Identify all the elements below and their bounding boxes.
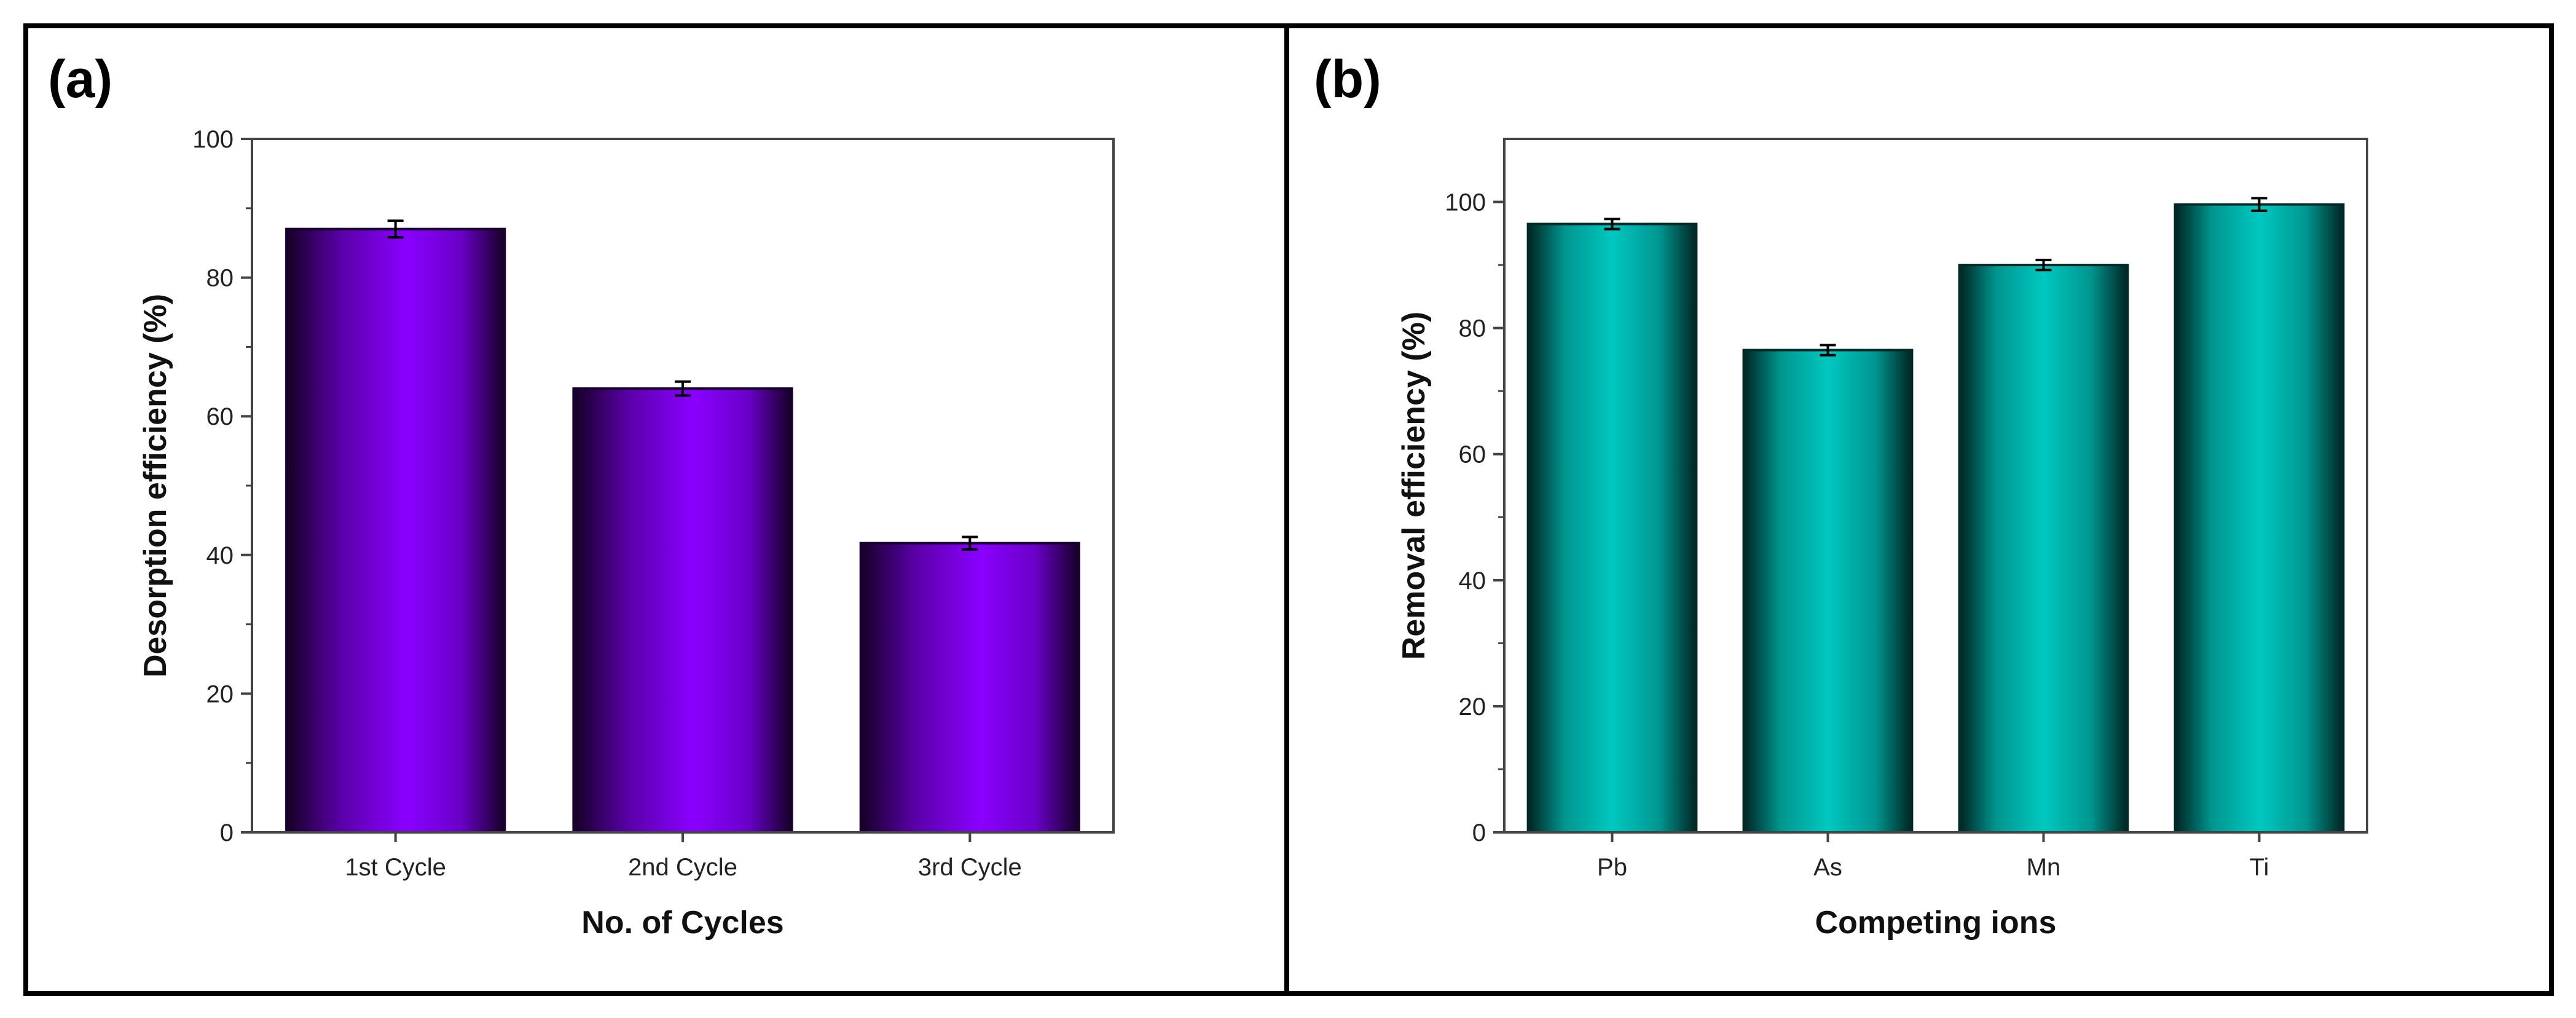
- x-tick-label: Ti: [2250, 854, 2269, 881]
- y-tick-label: 0: [220, 819, 234, 846]
- panel-b-xlabel: Competing ions: [1815, 905, 2057, 941]
- panel-a-errorbars: [387, 219, 978, 551]
- y-tick-label: 60: [1459, 441, 1486, 468]
- y-tick-label: 80: [1459, 315, 1486, 342]
- bar-3rd-cycle: [859, 542, 1080, 834]
- panel-a-label: (a): [48, 50, 112, 109]
- panel-b-plot-frame: [1503, 138, 2368, 834]
- panel-b: (b) 0 20 40 60 80 100 Pb As Mn Ti Competing ions…: [1314, 50, 2368, 941]
- x-tick-label: Mn: [2027, 854, 2061, 881]
- y-tick-label: 100: [1445, 189, 1486, 216]
- panel-b-errorbars: [1604, 197, 2268, 357]
- errorbar-ti: [2251, 197, 2268, 212]
- bar-as: [1742, 349, 1914, 834]
- errorbar-3rd-cycle: [962, 535, 978, 551]
- errorbar-pb: [1604, 218, 1620, 231]
- x-tick-label: 1st Cycle: [345, 854, 446, 881]
- x-tick-label: Pb: [1597, 854, 1627, 881]
- panel-b-frame: [1284, 23, 2554, 996]
- panel-b-ylabel: Removal efficiency (%): [1396, 312, 1432, 660]
- y-tick-label: 20: [1459, 693, 1486, 720]
- y-tick-label: 100: [192, 126, 234, 153]
- panel-b-bars: [1526, 203, 2345, 834]
- bar-1st-cycle: [285, 227, 506, 834]
- panel-a-ylabel: Desorption efficiency (%): [138, 294, 173, 677]
- y-tick-label: 40: [206, 542, 234, 569]
- bar-mn: [1958, 264, 2129, 834]
- bar-2nd-cycle: [572, 387, 793, 834]
- y-tick-label: 60: [206, 403, 234, 430]
- x-tick-label: 2nd Cycle: [628, 854, 737, 881]
- panel-a-yticks: 0 20 40 60 80 100: [192, 126, 252, 846]
- y-tick-label: 80: [206, 265, 234, 292]
- panel-a-xlabel: No. of Cycles: [581, 905, 783, 941]
- panel-a-xticks: 1st Cycle 2nd Cycle 3rd Cycle: [345, 832, 1022, 881]
- x-tick-label: As: [1813, 854, 1842, 881]
- panel-b-xticks: Pb As Mn Ti: [1597, 832, 2269, 881]
- x-tick-label: 3rd Cycle: [918, 854, 1022, 881]
- panel-a-bars: [285, 227, 1080, 834]
- errorbar-mn: [2035, 258, 2052, 272]
- errorbar-2nd-cycle: [675, 380, 691, 397]
- panel-b-yticks: 0 20 40 60 80 100: [1445, 189, 1504, 846]
- errorbar-1st-cycle: [387, 219, 404, 239]
- bar-ti: [2174, 203, 2345, 834]
- panel-b-label: (b): [1314, 50, 1381, 109]
- bar-pb: [1526, 223, 1698, 834]
- errorbar-as: [1820, 344, 1836, 357]
- panel-a: (a) 0 20 40 60 80 100 1st Cycle 2nd Cycle 3rd C…: [48, 50, 1115, 941]
- y-tick-label: 40: [1459, 567, 1486, 594]
- y-tick-label: 20: [206, 681, 234, 708]
- y-tick-label: 0: [1472, 819, 1486, 846]
